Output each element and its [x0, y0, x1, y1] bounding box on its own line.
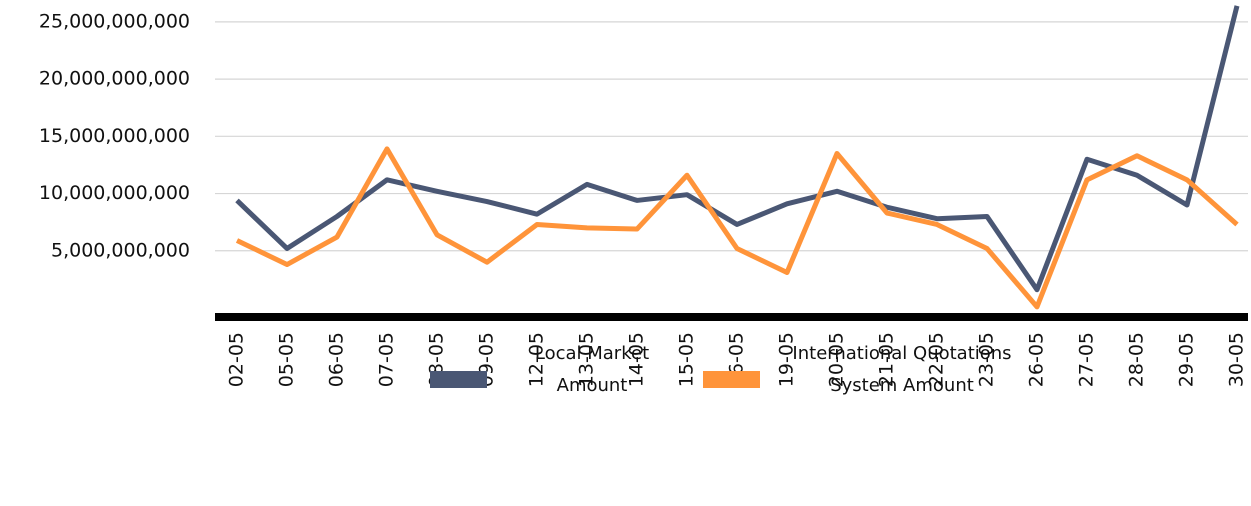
y-tick-label: 15,000,000,000 — [39, 125, 190, 147]
y-tick-label: 5,000,000,000 — [51, 239, 190, 261]
y-tick-label: 10,000,000,000 — [39, 182, 190, 204]
x-tick-label: 12-05 — [526, 332, 548, 387]
x-tick-label: 27-05 — [1076, 332, 1098, 387]
legend-label: Local Market Amount — [534, 343, 650, 396]
x-tick-label: 02-05 — [226, 332, 248, 387]
x-tick-label: 13-05 — [576, 332, 598, 387]
x-tick-label: 30-05 — [1226, 332, 1248, 387]
x-tick-label: 20-05 — [826, 332, 848, 387]
x-tick-label: 26-05 — [1026, 332, 1048, 387]
y-tick-label: 20,000,000,000 — [39, 68, 190, 90]
legend-item: Local Market Amount — [430, 338, 677, 402]
series-line — [235, 146, 1239, 310]
x-tick-label: 06-05 — [326, 332, 348, 387]
x-tick-label: 28-05 — [1126, 332, 1148, 387]
x-tick-label: 05-05 — [276, 332, 298, 387]
legend-swatch — [430, 370, 487, 388]
x-tick-label: 29-05 — [1176, 332, 1198, 387]
x-tick-label: 19-05 — [776, 332, 798, 387]
x-tick-label: 23-05 — [976, 332, 998, 387]
x-tick-label: 22-05 — [926, 332, 948, 387]
x-tick-label: 07-05 — [376, 332, 398, 387]
series-line — [235, 5, 1240, 293]
x-tick-label: 15-05 — [676, 332, 698, 387]
x-tick-label: 21-05 — [876, 332, 898, 387]
legend-label: International Quotations System Amount — [792, 343, 1012, 396]
x-tick-label: 14-05 — [626, 332, 648, 387]
legend-item: International Quotations System Amount — [703, 338, 1032, 402]
y-tick-label: 25,000,000,000 — [39, 10, 190, 32]
legend-swatch — [703, 370, 760, 388]
